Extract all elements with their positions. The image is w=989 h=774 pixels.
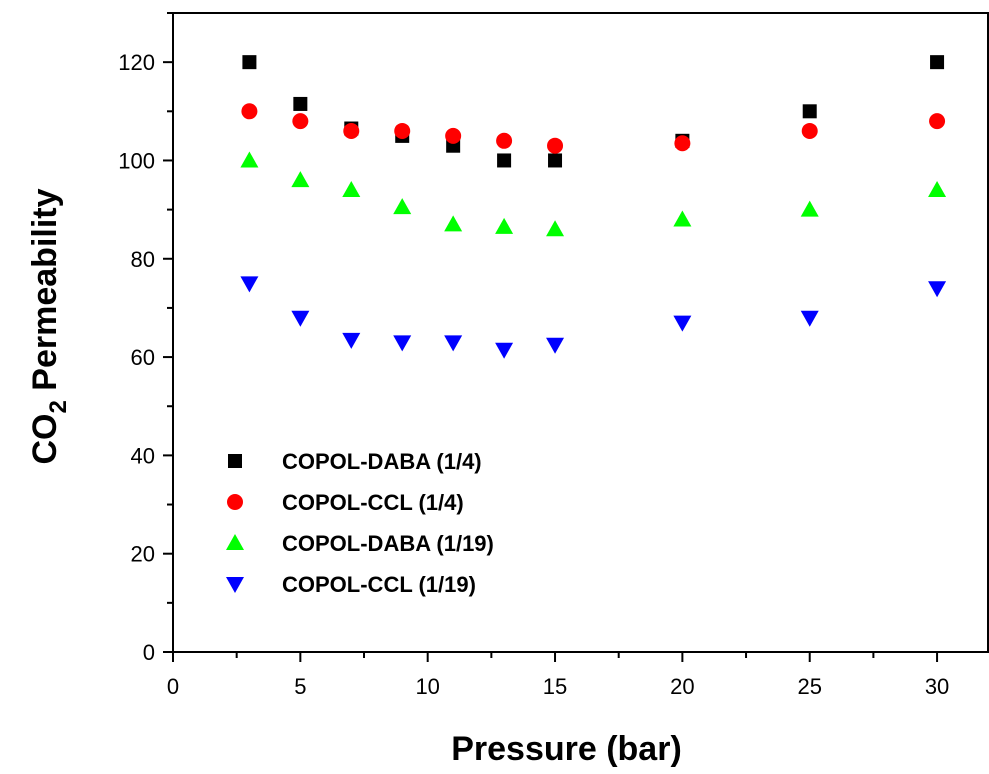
y-tick-label: 120 — [118, 50, 155, 75]
legend-marker — [227, 494, 243, 510]
data-point — [546, 337, 565, 354]
y-axis-title: CO2 Permeability — [26, 188, 72, 464]
points-layer — [240, 55, 947, 359]
data-point — [241, 103, 258, 120]
y-axis-title-main: CO — [26, 414, 64, 465]
data-point — [497, 153, 512, 168]
data-point — [393, 198, 412, 215]
y-axis-title-subscript: 2 — [45, 400, 72, 413]
data-point — [292, 113, 309, 130]
ticks-layer: 0 5 10 15 20 25 30 0 20 40 60 80 100 120 — [118, 12, 949, 699]
data-point — [928, 281, 947, 298]
data-point — [929, 113, 946, 130]
legend-label: COPOL-CCL (1/19) — [282, 572, 476, 597]
x-tick-label: 10 — [415, 674, 439, 699]
x-tick-label: 5 — [294, 674, 306, 699]
data-point — [495, 342, 514, 359]
data-point — [673, 210, 692, 227]
data-point — [801, 122, 818, 139]
data-point — [393, 335, 412, 352]
data-point — [291, 310, 310, 327]
data-point — [673, 315, 692, 332]
y-axis-title-rest: Permeability — [26, 188, 64, 400]
data-point — [496, 132, 513, 149]
data-point — [495, 217, 514, 234]
x-tick-label: 25 — [797, 674, 821, 699]
data-point — [242, 55, 257, 70]
data-point — [343, 122, 360, 139]
y-tick-label: 20 — [131, 542, 155, 567]
y-tick-label: 80 — [131, 247, 155, 272]
x-tick-label: 15 — [543, 674, 567, 699]
legend-marker — [226, 577, 244, 593]
x-axis-title: Pressure (bar) — [451, 730, 682, 768]
legend: COPOL-DABA (1/4) COPOL-CCL (1/4) COPOL-DAB… — [226, 449, 494, 597]
legend-marker — [226, 534, 244, 550]
data-point — [293, 96, 308, 111]
legend-label: COPOL-DABA (1/4) — [282, 449, 482, 474]
data-point — [547, 137, 564, 154]
data-point — [291, 171, 310, 188]
data-point — [800, 310, 819, 327]
data-point — [444, 215, 463, 232]
x-tick-label: 20 — [670, 674, 694, 699]
data-point — [930, 55, 945, 70]
data-point — [674, 135, 691, 152]
legend-marker — [228, 454, 242, 468]
data-point — [548, 153, 563, 168]
y-tick-label: 60 — [131, 345, 155, 370]
data-point — [240, 276, 259, 293]
legend-label: COPOL-CCL (1/4) — [282, 490, 464, 515]
data-point — [546, 220, 565, 237]
x-tick-label: 0 — [167, 674, 179, 699]
data-point — [445, 127, 462, 144]
plot-frame — [172, 12, 989, 653]
data-point — [394, 122, 411, 139]
data-point — [444, 335, 463, 352]
y-tick-label: 100 — [118, 148, 155, 173]
data-point — [342, 180, 361, 197]
y-tick-label: 0 — [143, 640, 155, 665]
data-point — [240, 151, 259, 168]
legend-label: COPOL-DABA (1/19) — [282, 531, 494, 556]
data-point — [928, 180, 947, 197]
y-tick-label: 40 — [131, 443, 155, 468]
data-point — [802, 104, 817, 119]
x-tick-label: 30 — [925, 674, 949, 699]
data-point — [342, 332, 361, 349]
data-point — [800, 200, 819, 217]
